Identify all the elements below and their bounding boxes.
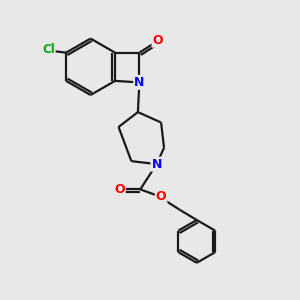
Text: O: O [156, 190, 167, 203]
Text: O: O [114, 183, 125, 196]
Text: N: N [152, 158, 162, 171]
Text: Cl: Cl [42, 43, 55, 56]
Text: O: O [152, 34, 163, 47]
Text: N: N [134, 76, 145, 89]
